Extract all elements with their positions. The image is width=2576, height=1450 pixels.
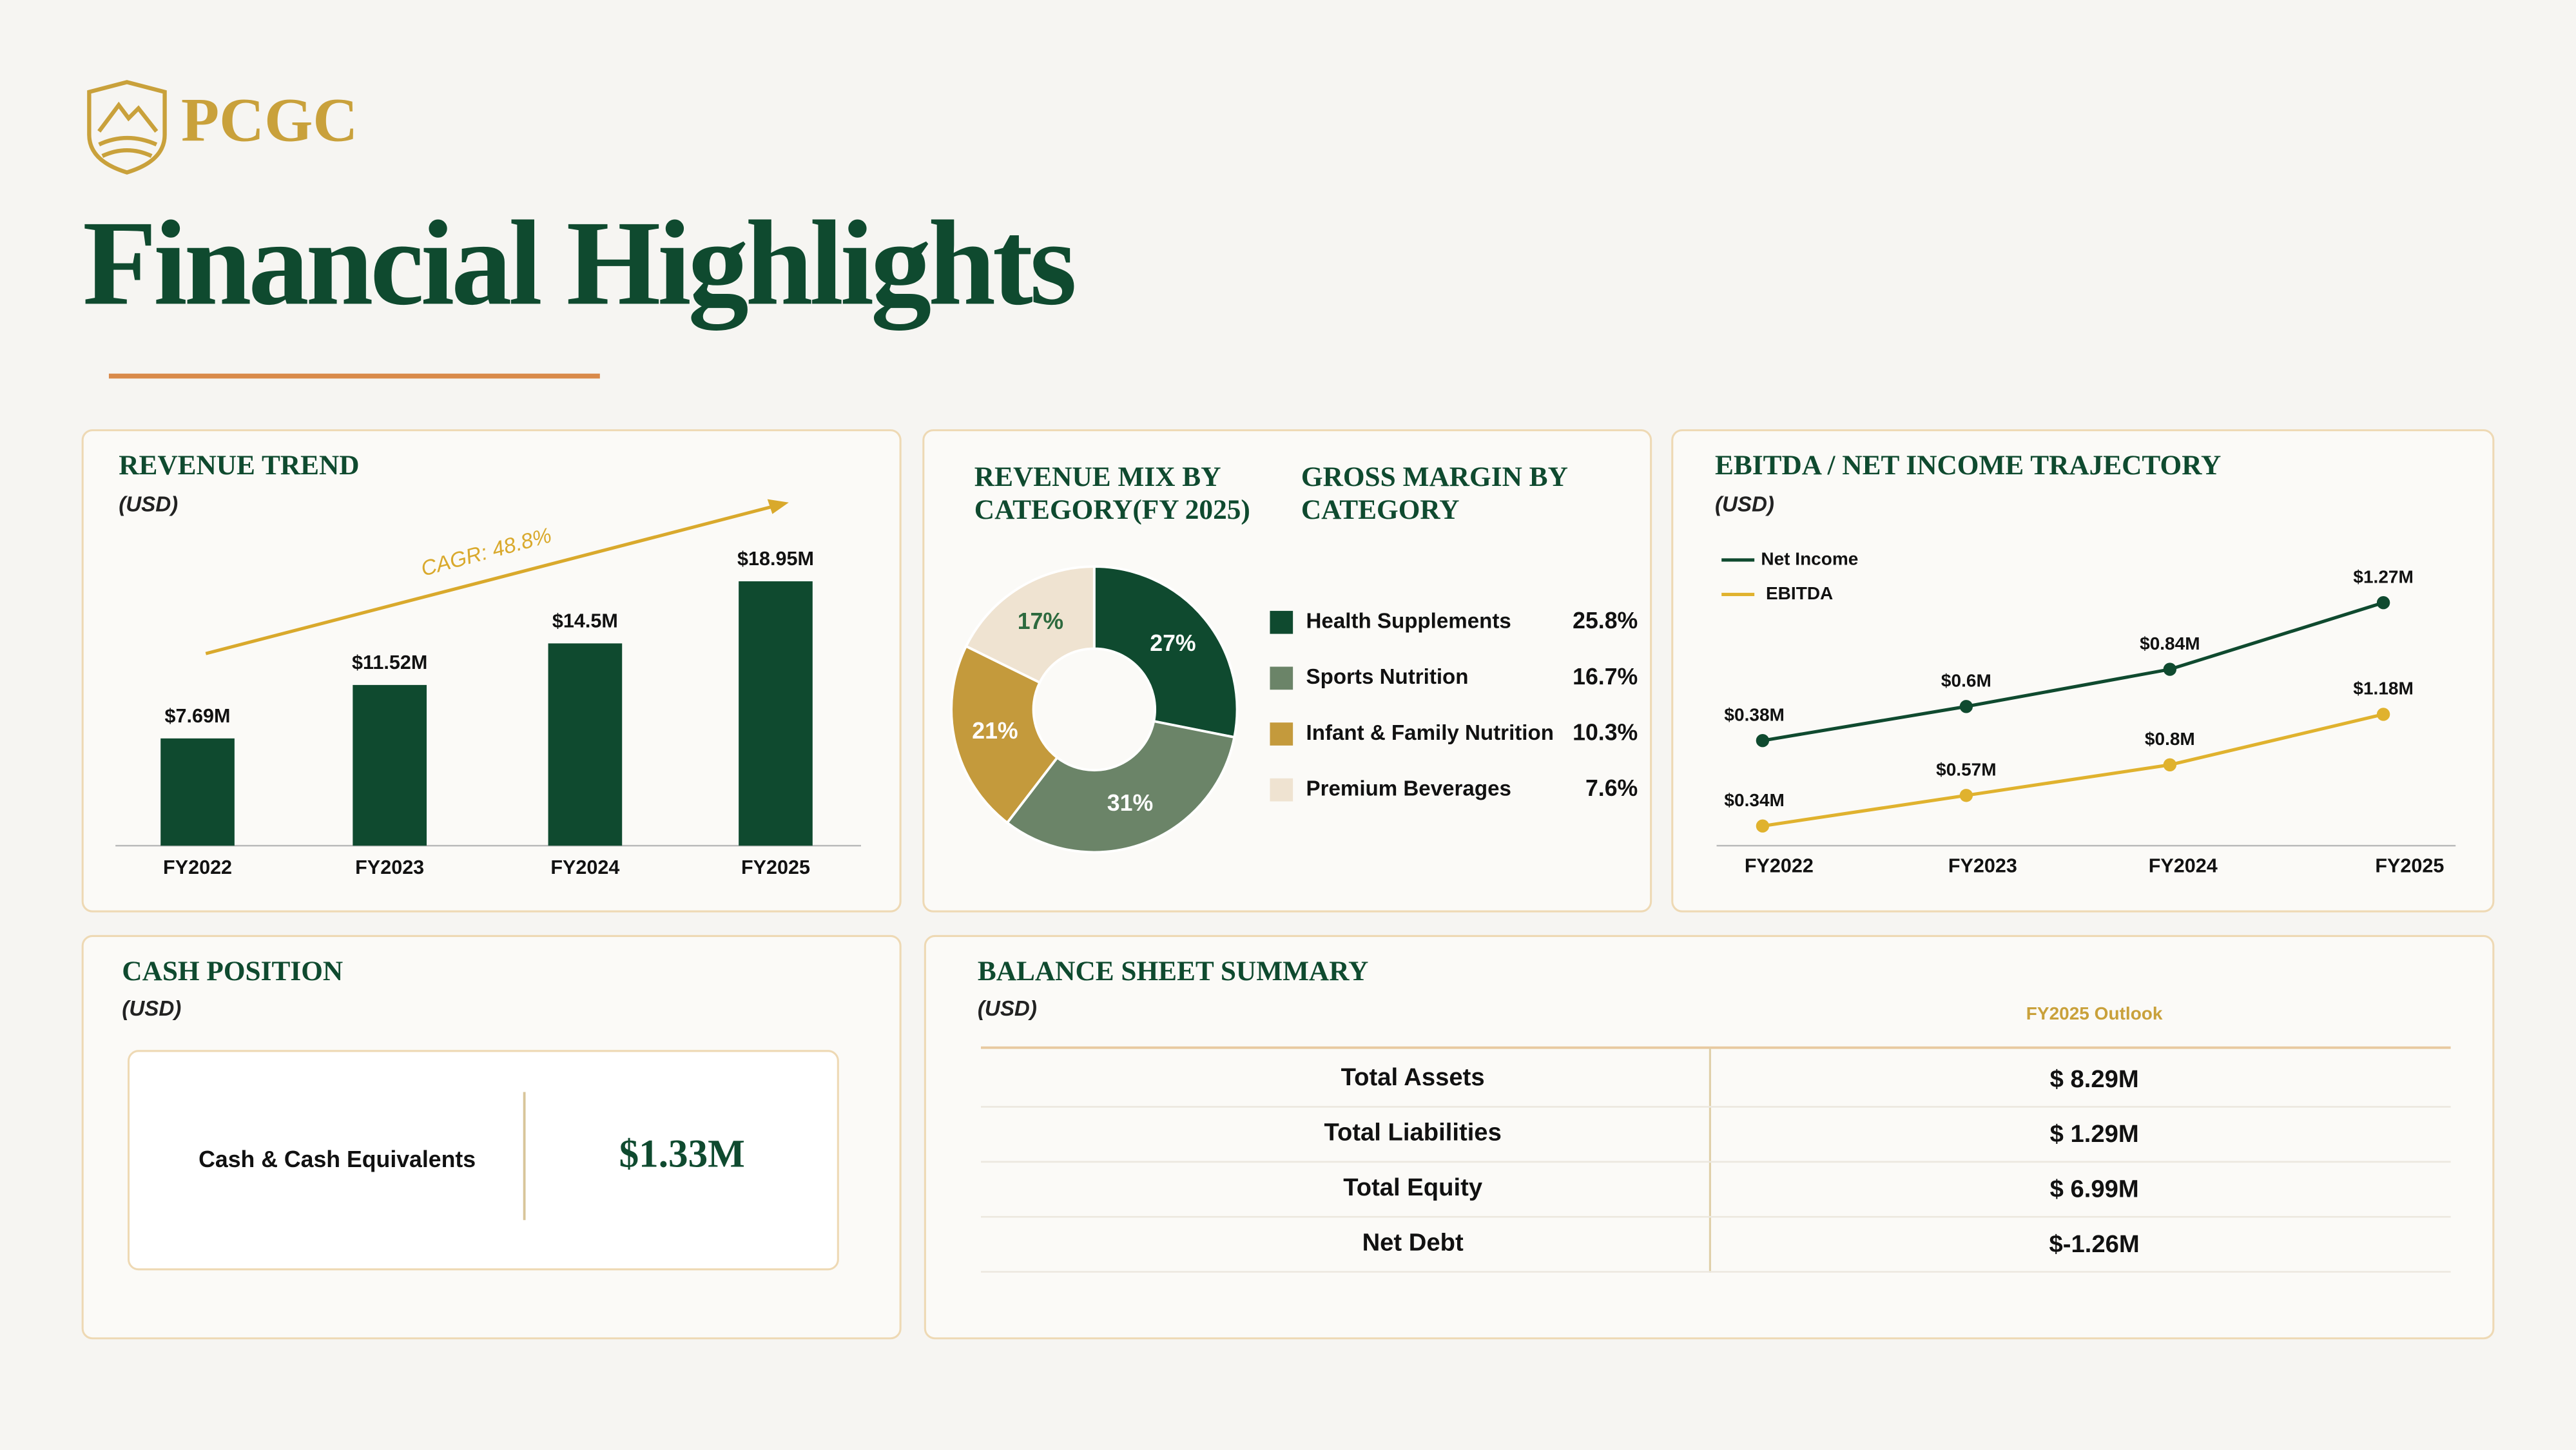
legend-swatch <box>1270 778 1293 802</box>
row-value: $ 8.29M <box>2050 1065 2139 1093</box>
pie-slice <box>1005 719 1236 854</box>
legend-label: Infant & Family Nutrition <box>1306 721 1554 745</box>
series-line <box>1762 712 2384 828</box>
data-point <box>1756 734 1770 748</box>
value-label: $0.38M <box>1724 704 1784 724</box>
bar <box>353 684 427 846</box>
logo-text: PCGC <box>181 85 358 154</box>
logo-icon <box>87 80 167 175</box>
legend-swatch <box>1270 722 1293 746</box>
gross-margin-value: 25.8% <box>1573 608 1638 633</box>
chart-subtitle: (USD) <box>1715 493 1774 517</box>
card <box>81 429 902 913</box>
x-tick-label: FY2023 <box>1948 855 2017 876</box>
legend-label: Sports Nutrition <box>1306 665 1469 689</box>
value-label: $0.34M <box>1724 790 1784 810</box>
chart-title: REVENUE MIX BY CATEGORY(FY 2025) <box>974 461 1250 526</box>
data-point <box>1756 819 1770 833</box>
row-value: $ 1.29M <box>2050 1120 2139 1148</box>
value-label: $7.69M <box>165 705 231 727</box>
chart-title: REVENUE TREND <box>119 450 359 481</box>
legend-swatch <box>1270 610 1293 634</box>
data-point <box>1959 789 1973 802</box>
page-title: Financial Highlights <box>82 195 1074 331</box>
row-label: Total Assets <box>1341 1063 1485 1091</box>
legend-label: Health Supplements <box>1306 609 1511 633</box>
bar <box>160 738 235 846</box>
data-point <box>1959 700 1973 713</box>
chart-title: EBITDA / NET INCOME TRAJECTORY <box>1715 450 2221 481</box>
x-tick-label: FY2024 <box>2149 855 2218 876</box>
gross-margin-value: 7.6% <box>1585 775 1638 801</box>
value-label: $18.95M <box>737 548 814 570</box>
arrow-head <box>767 499 789 514</box>
bar <box>739 581 813 846</box>
section-title: GROSS MARGIN BY CATEGORY <box>1301 461 1567 526</box>
pie-slice <box>950 644 1060 825</box>
cash-value: $1.33M <box>619 1132 745 1175</box>
row-value: $ 6.99M <box>2050 1175 2139 1203</box>
data-point <box>2163 758 2177 772</box>
data-point <box>2376 595 2390 610</box>
x-tick-label: FY2024 <box>550 856 619 878</box>
row-value: $-1.26M <box>2049 1230 2140 1258</box>
x-tick-label: FY2022 <box>163 856 232 878</box>
value-label: $14.5M <box>552 610 618 632</box>
section-title: BALANCE SHEET SUMMARY <box>978 956 1368 987</box>
pie-slice <box>1092 565 1239 739</box>
legend-label: EBITDA <box>1766 583 1833 603</box>
cash-box <box>127 1050 839 1271</box>
legend-swatch <box>1270 666 1293 690</box>
x-tick-label: FY2023 <box>355 856 424 878</box>
x-tick-label: FY2025 <box>741 856 810 878</box>
value-label: $0.57M <box>1936 759 1996 779</box>
row-label: Net Debt <box>1362 1228 1464 1256</box>
slice-label: 27% <box>1150 630 1196 656</box>
section-title-box: GROSS MARGIN BY CATEGORY <box>1301 461 1567 526</box>
bar <box>548 643 623 846</box>
section-subtitle: (USD) <box>978 997 1037 1021</box>
legend-label: Premium Beverages <box>1306 777 1511 800</box>
cash-label: Cash & Cash Equivalents <box>199 1146 476 1172</box>
value-label: $11.52M <box>352 652 427 673</box>
data-point <box>2163 662 2177 676</box>
value-label: $0.6M <box>1941 670 1991 690</box>
gross-margin-value: 16.7% <box>1573 664 1638 690</box>
value-label: $0.8M <box>2145 729 2195 749</box>
column-header: FY2025 Outlook <box>2026 1003 2163 1023</box>
section-title: CASH POSITION <box>122 956 343 987</box>
x-tick-label: FY2022 <box>1745 855 1814 876</box>
series-line <box>1762 601 2384 742</box>
value-label: $1.18M <box>2353 679 2413 699</box>
cagr-arrow <box>205 504 777 655</box>
gross-margin-value: 10.3% <box>1573 719 1638 745</box>
row-label: Total Equity <box>1343 1174 1483 1201</box>
chart-title-box: REVENUE MIX BY CATEGORY(FY 2025) <box>974 461 1250 526</box>
value-label: $1.27M <box>2353 566 2413 586</box>
legend-label: Net Income <box>1761 548 1858 568</box>
x-tick-label: FY2025 <box>2375 855 2444 876</box>
value-label: $0.84M <box>2140 633 2200 653</box>
slice-label: 21% <box>972 718 1018 744</box>
pie-slice <box>964 565 1096 684</box>
data-point <box>2376 708 2390 721</box>
slice-label: 17% <box>1018 608 1063 634</box>
chart-subtitle: (USD) <box>119 493 178 517</box>
slice-label: 31% <box>1107 790 1153 816</box>
row-label: Total Liabilities <box>1324 1119 1501 1146</box>
card <box>1671 429 2495 913</box>
section-subtitle: (USD) <box>122 997 181 1021</box>
